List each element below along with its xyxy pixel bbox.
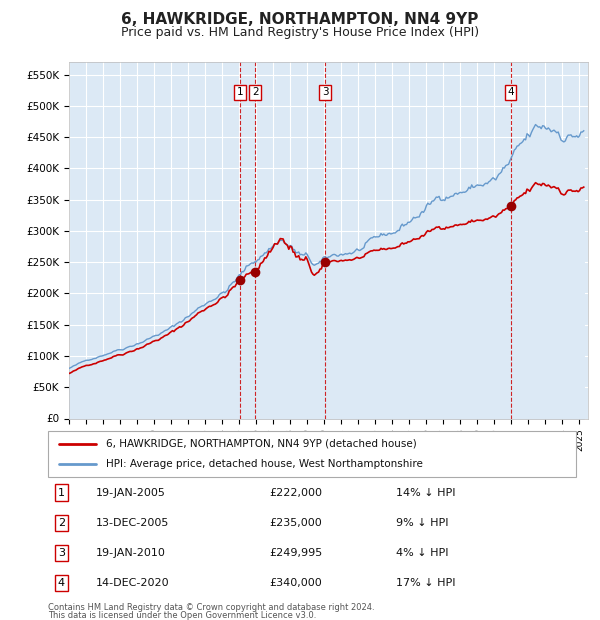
Text: HPI: Average price, detached house, West Northamptonshire: HPI: Average price, detached house, West… (106, 459, 423, 469)
FancyBboxPatch shape (48, 431, 576, 477)
Text: £222,000: £222,000 (270, 487, 323, 497)
Text: 3: 3 (322, 87, 328, 97)
Text: 13-DEC-2005: 13-DEC-2005 (95, 518, 169, 528)
Text: 6, HAWKRIDGE, NORTHAMPTON, NN4 9YP: 6, HAWKRIDGE, NORTHAMPTON, NN4 9YP (121, 12, 479, 27)
Text: £235,000: £235,000 (270, 518, 323, 528)
Text: 9% ↓ HPI: 9% ↓ HPI (397, 518, 449, 528)
Text: £340,000: £340,000 (270, 578, 323, 588)
Text: 4: 4 (58, 578, 65, 588)
Text: 19-JAN-2010: 19-JAN-2010 (95, 548, 166, 558)
Text: 6, HAWKRIDGE, NORTHAMPTON, NN4 9YP (detached house): 6, HAWKRIDGE, NORTHAMPTON, NN4 9YP (deta… (106, 439, 417, 449)
Text: Price paid vs. HM Land Registry's House Price Index (HPI): Price paid vs. HM Land Registry's House … (121, 26, 479, 39)
Text: 1: 1 (58, 487, 65, 497)
Text: This data is licensed under the Open Government Licence v3.0.: This data is licensed under the Open Gov… (48, 611, 316, 620)
Text: 3: 3 (58, 548, 65, 558)
Text: Contains HM Land Registry data © Crown copyright and database right 2024.: Contains HM Land Registry data © Crown c… (48, 603, 374, 612)
Text: 2: 2 (58, 518, 65, 528)
Text: 14% ↓ HPI: 14% ↓ HPI (397, 487, 456, 497)
Text: £249,995: £249,995 (270, 548, 323, 558)
Text: 19-JAN-2005: 19-JAN-2005 (95, 487, 166, 497)
Text: 17% ↓ HPI: 17% ↓ HPI (397, 578, 456, 588)
Text: 1: 1 (237, 87, 244, 97)
Text: 4: 4 (507, 87, 514, 97)
Text: 4% ↓ HPI: 4% ↓ HPI (397, 548, 449, 558)
Text: 14-DEC-2020: 14-DEC-2020 (95, 578, 169, 588)
Text: 2: 2 (252, 87, 259, 97)
